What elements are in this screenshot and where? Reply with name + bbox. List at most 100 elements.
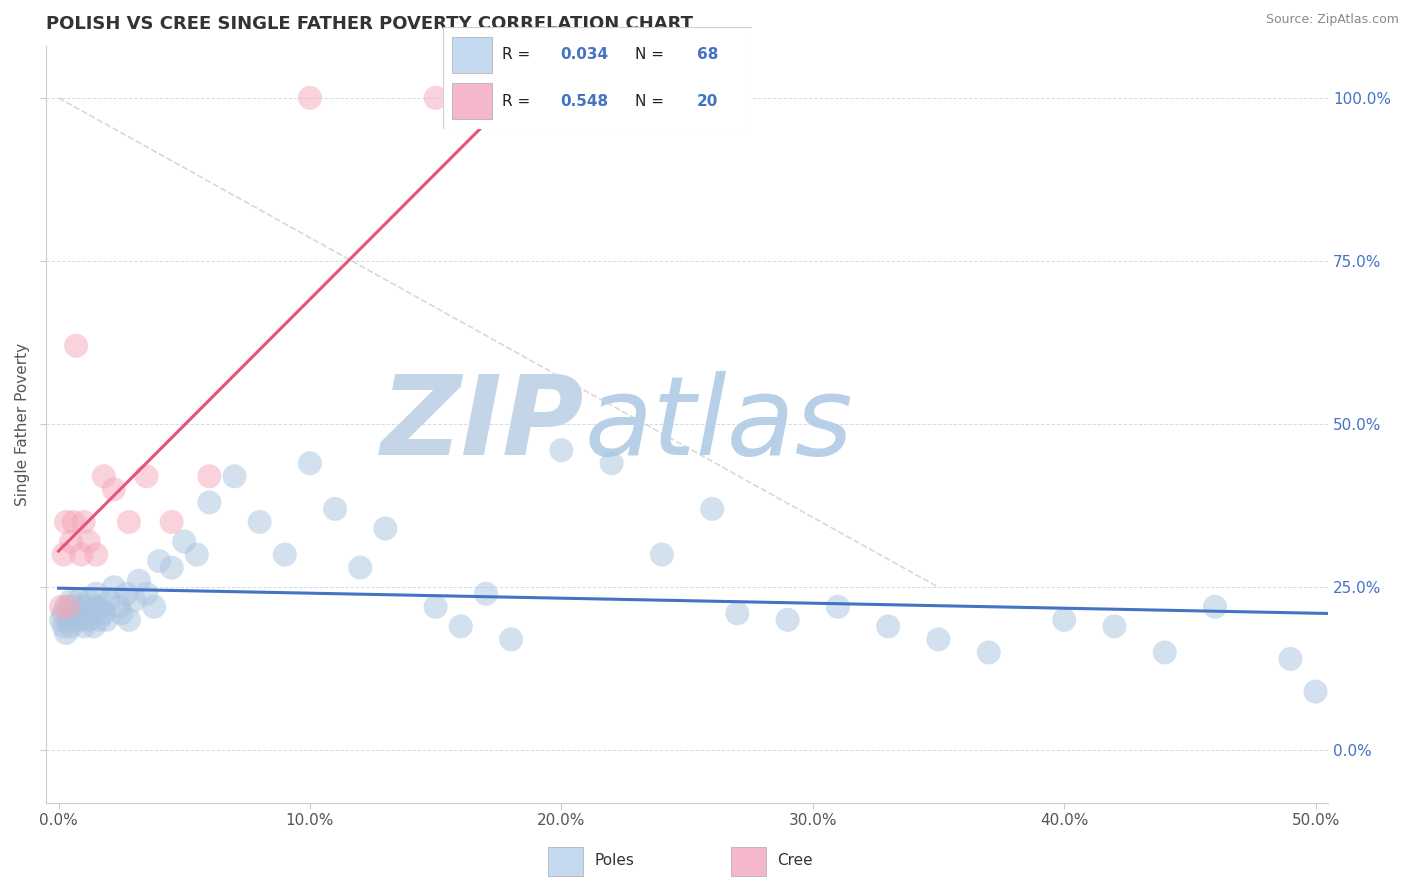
Point — [65, 607, 87, 621]
Point — [600, 91, 623, 105]
FancyBboxPatch shape — [548, 847, 583, 876]
Point — [118, 613, 141, 627]
Point — [135, 587, 157, 601]
Point — [103, 483, 125, 497]
Text: Cree: Cree — [776, 854, 813, 868]
Point — [148, 554, 170, 568]
Point — [499, 632, 522, 647]
Point — [160, 515, 183, 529]
Text: atlas: atlas — [585, 370, 853, 477]
Point — [60, 593, 83, 607]
Point — [93, 607, 115, 621]
Text: POLISH VS CREE SINGLE FATHER POVERTY CORRELATION CHART: POLISH VS CREE SINGLE FATHER POVERTY COR… — [46, 15, 693, 33]
Point — [70, 548, 93, 562]
Point — [65, 613, 87, 627]
Text: 0.548: 0.548 — [561, 94, 609, 109]
Point — [115, 587, 138, 601]
Text: R =: R = — [502, 94, 534, 109]
Point — [67, 593, 90, 607]
Point — [52, 548, 75, 562]
Point — [60, 619, 83, 633]
Point — [96, 613, 118, 627]
FancyBboxPatch shape — [453, 37, 492, 73]
Point — [450, 619, 472, 633]
Point — [425, 91, 447, 105]
Point — [84, 587, 107, 601]
Point — [600, 456, 623, 470]
FancyBboxPatch shape — [731, 847, 766, 876]
Point — [122, 593, 145, 607]
Point — [186, 548, 208, 562]
Point — [827, 599, 849, 614]
Point — [374, 521, 396, 535]
Point — [1305, 684, 1327, 698]
Point — [55, 599, 77, 614]
Point — [651, 548, 673, 562]
Point — [118, 515, 141, 529]
Point — [1279, 652, 1302, 666]
Point — [128, 574, 150, 588]
Point — [52, 607, 75, 621]
Point — [160, 560, 183, 574]
Point — [97, 593, 120, 607]
Point — [49, 613, 72, 627]
Point — [73, 619, 96, 633]
Point — [1153, 645, 1175, 659]
Text: 20: 20 — [696, 94, 718, 109]
Point — [84, 599, 107, 614]
Point — [977, 645, 1000, 659]
Text: N =: N = — [634, 47, 668, 62]
Point — [49, 599, 72, 614]
Text: Source: ZipAtlas.com: Source: ZipAtlas.com — [1265, 13, 1399, 27]
Point — [298, 91, 321, 105]
Point — [55, 626, 77, 640]
Point — [58, 599, 80, 614]
Point — [927, 632, 949, 647]
Point — [77, 593, 100, 607]
Point — [1204, 599, 1226, 614]
Point — [70, 613, 93, 627]
Point — [93, 469, 115, 483]
Text: Poles: Poles — [593, 854, 634, 868]
Point — [62, 599, 84, 614]
Point — [75, 607, 97, 621]
Point — [475, 587, 498, 601]
Point — [90, 599, 112, 614]
Point — [249, 515, 271, 529]
Point — [58, 613, 80, 627]
Point — [224, 469, 246, 483]
Point — [298, 456, 321, 470]
Point — [550, 443, 572, 458]
Text: ZIP: ZIP — [381, 370, 585, 477]
Point — [877, 619, 900, 633]
Text: 0.034: 0.034 — [561, 47, 609, 62]
Text: N =: N = — [634, 94, 668, 109]
Point — [425, 599, 447, 614]
Point — [62, 515, 84, 529]
Text: 68: 68 — [696, 47, 718, 62]
Point — [108, 599, 131, 614]
Point — [77, 613, 100, 627]
Point — [143, 599, 166, 614]
Point — [55, 515, 77, 529]
Point — [198, 469, 221, 483]
Point — [73, 599, 96, 614]
Point — [173, 534, 195, 549]
Point — [110, 607, 132, 621]
Point — [198, 495, 221, 509]
Point — [1104, 619, 1126, 633]
Point — [103, 580, 125, 594]
Y-axis label: Single Father Poverty: Single Father Poverty — [15, 343, 30, 506]
Point — [702, 502, 724, 516]
Point — [776, 613, 799, 627]
Point — [80, 607, 103, 621]
FancyBboxPatch shape — [453, 83, 492, 119]
FancyBboxPatch shape — [443, 27, 752, 129]
Point — [323, 502, 346, 516]
Point — [725, 607, 748, 621]
Text: R =: R = — [502, 47, 534, 62]
Point — [77, 534, 100, 549]
Point — [135, 469, 157, 483]
Point — [83, 619, 105, 633]
Point — [87, 613, 110, 627]
